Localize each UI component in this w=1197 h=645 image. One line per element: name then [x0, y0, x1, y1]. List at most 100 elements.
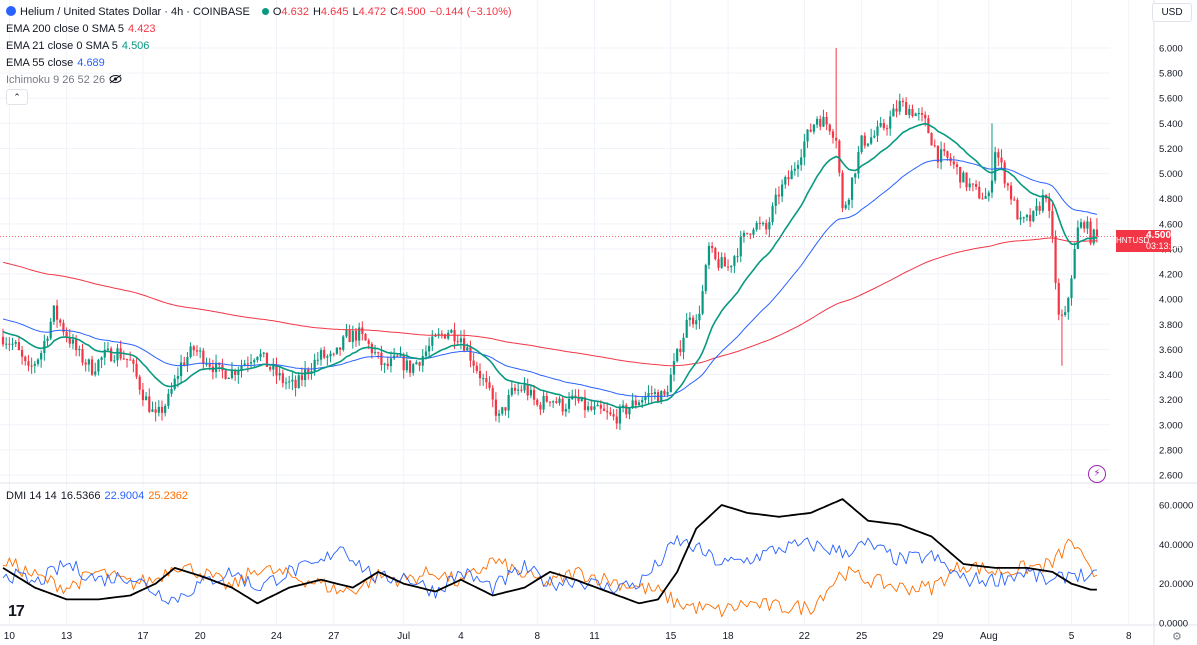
indicator-ichimoku[interactable]: Ichimoku 9 26 52 26 — [6, 73, 122, 87]
dmi-tick-label: 60.0000 — [1159, 501, 1193, 512]
candle-body — [1003, 162, 1006, 184]
price-tick-label: 3.000 — [1159, 420, 1183, 431]
candle-body — [641, 400, 644, 403]
bar-countdown: 03:13:54 — [1146, 241, 1182, 251]
collapse-legend-button[interactable]: ⌃ — [6, 89, 28, 105]
candle-body — [230, 370, 234, 378]
candle-body — [809, 129, 812, 132]
last-price-symbol: HNTUSD — [1116, 230, 1149, 252]
candle-body — [81, 349, 84, 363]
candle-body — [704, 265, 707, 292]
candle-body — [338, 347, 342, 350]
candle-body — [78, 349, 81, 351]
candle-body — [224, 370, 227, 379]
ema21-line — [2, 122, 1097, 409]
candle-body — [558, 398, 561, 403]
candle-body — [46, 338, 49, 342]
candle-body — [545, 395, 548, 402]
candle-body — [905, 102, 908, 115]
candle-body — [548, 401, 552, 403]
candle-body — [596, 404, 599, 407]
candle-body — [952, 161, 955, 165]
candle-body — [380, 352, 383, 365]
indicator-ema55[interactable]: EMA 55 close 4.689 — [6, 56, 109, 70]
candle-body — [195, 350, 199, 352]
candle-body — [278, 373, 281, 376]
candle-body — [262, 352, 265, 354]
indicator-ema21[interactable]: EMA 21 close 0 SMA 5 4.506 — [6, 39, 153, 53]
candle-body — [421, 356, 424, 366]
candle-body — [943, 149, 946, 152]
indicator-ema200[interactable]: EMA 200 close 0 SMA 5 4.423 — [6, 22, 160, 36]
candle-body — [536, 399, 539, 405]
candle-body — [329, 353, 332, 357]
candle-body — [955, 164, 959, 168]
dmi-legend[interactable]: DMI 14 14 16.5366 22.9004 25.2362 — [6, 489, 192, 503]
candle-body — [17, 342, 20, 351]
time-tick-label: 15 — [665, 631, 677, 642]
dmi-plus-value: 22.9004 — [104, 490, 145, 502]
candle-body — [523, 384, 526, 391]
candle-body — [1083, 222, 1086, 229]
eye-hidden-icon[interactable] — [109, 74, 122, 84]
candle-body — [408, 360, 412, 373]
market-open-icon — [261, 8, 269, 15]
candle-body — [781, 184, 784, 197]
candle-body — [148, 396, 151, 412]
candle-body — [691, 317, 695, 325]
candle-body — [284, 382, 288, 384]
candle-body — [990, 180, 994, 193]
time-tick-label: 13 — [61, 631, 73, 642]
candle-body — [192, 346, 195, 351]
flash-icon[interactable]: ⚡ — [1088, 465, 1106, 483]
time-tick-label: 11 — [589, 631, 600, 642]
candle-body — [472, 360, 475, 366]
candle-body — [936, 145, 940, 163]
candle-body — [895, 108, 898, 112]
currency-button[interactable]: USD — [1152, 3, 1192, 22]
candle-body — [199, 350, 202, 352]
candle-body — [367, 340, 370, 344]
candle-body — [71, 339, 75, 344]
candle-body — [281, 373, 284, 384]
candle-body — [475, 365, 478, 371]
symbol-legend: Helium / United States Dollar · 4h · COI… — [6, 5, 516, 19]
candle-body — [828, 124, 831, 132]
ohlc-high: 4.645 — [320, 6, 349, 18]
candle-body — [335, 347, 338, 354]
minus-di-line — [2, 538, 1098, 618]
candle-body — [800, 157, 803, 165]
time-tick-label: 17 — [137, 631, 149, 642]
candle-body — [803, 141, 806, 158]
candle-body — [914, 113, 917, 116]
tradingview-logo-icon[interactable]: 17 — [8, 603, 25, 620]
adx-line — [2, 498, 1097, 605]
candle-body — [294, 379, 297, 389]
candle-body — [354, 330, 358, 341]
candle-body — [625, 405, 628, 415]
candle-body — [1006, 183, 1009, 186]
candles-group — [1, 48, 1099, 431]
candle-body — [974, 184, 978, 187]
candle-body — [202, 350, 205, 365]
symbol-title[interactable]: Helium / United States Dollar · 4h · COI… — [20, 6, 250, 18]
candle-body — [567, 398, 571, 409]
ohlc-low: 4.472 — [358, 6, 387, 18]
candle-body — [412, 364, 415, 373]
gear-icon[interactable]: ⚙ — [1172, 631, 1182, 643]
candle-body — [793, 168, 796, 171]
last-price-tag: HNTUSD 4.500 03:13:54 — [1116, 230, 1181, 252]
candle-body — [504, 407, 507, 411]
candle-body — [1016, 199, 1019, 220]
candle-body — [1051, 210, 1054, 237]
candle-body — [666, 392, 669, 395]
candle-body — [1022, 217, 1025, 219]
candle-body — [405, 360, 408, 371]
candle-body — [138, 376, 141, 390]
candle-body — [1060, 314, 1064, 316]
candle-body — [310, 371, 313, 373]
candle-body — [981, 198, 984, 200]
candle-body — [55, 305, 59, 320]
candle-body — [1019, 217, 1022, 220]
